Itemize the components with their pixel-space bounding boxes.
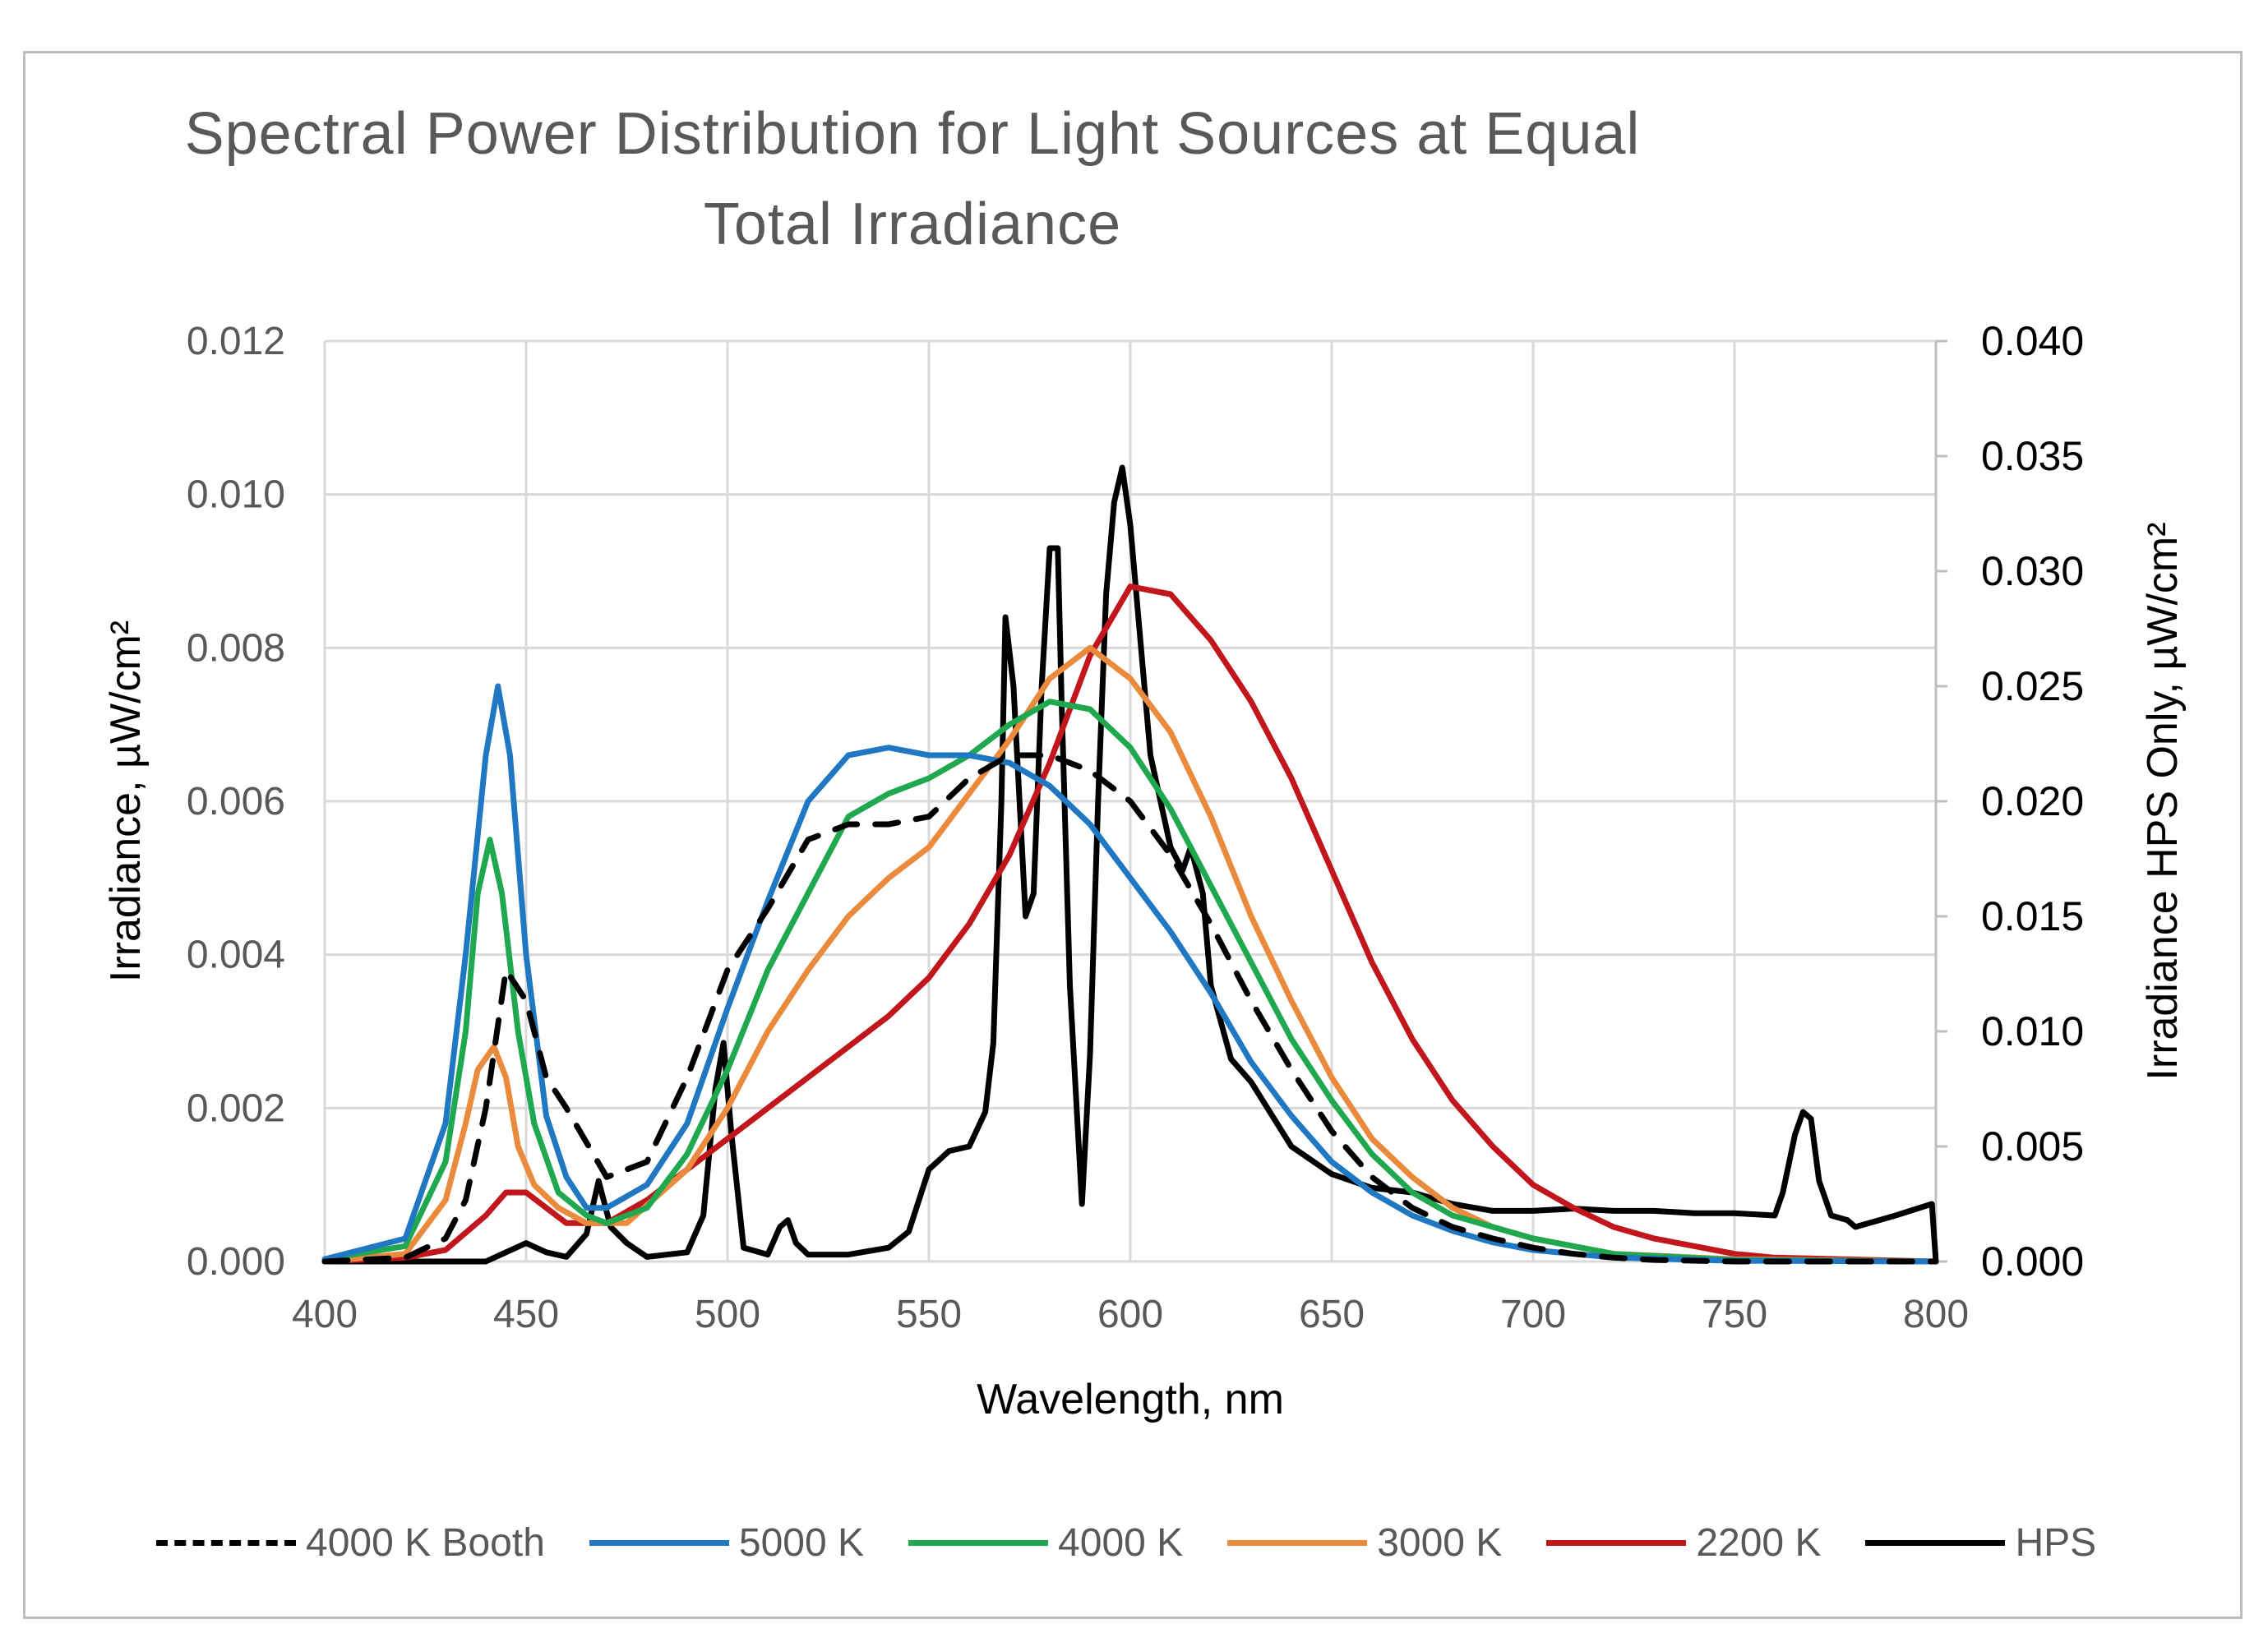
- chart-title: Spectral Power Distribution for Light So…: [49, 89, 1776, 270]
- tick-labels: 400 450 500 550 600 650 700 750 800 0.000 0.002 0.0…: [187, 318, 2084, 1336]
- y-tick-label: 0.010: [187, 473, 285, 517]
- legend-swatch: [156, 1539, 296, 1546]
- series-line-5000-k: [321, 683, 1939, 1265]
- y2-tick-label: 0.040: [1981, 318, 2084, 364]
- chart-frame: [23, 51, 2243, 1619]
- series-layer: [321, 464, 1939, 1265]
- legend-item: 3000 K: [1227, 1520, 1502, 1566]
- legend-label: 2200 K: [1696, 1520, 1822, 1565]
- y2-tick-label: 0.000: [1981, 1238, 2084, 1285]
- legend-swatch: [1865, 1539, 2006, 1546]
- legend: 4000 K Booth 5000 K 4000 K 3000 K 2200 K HPS: [156, 1514, 2129, 1571]
- legend-label: 4000 K: [1058, 1520, 1184, 1565]
- y2-tick-label: 0.010: [1981, 1008, 2084, 1054]
- y-tick-label: 0.012: [187, 320, 285, 363]
- legend-item: 4000 K Booth: [156, 1520, 545, 1566]
- x-axis-label: Wavelength, nm: [977, 1376, 1284, 1423]
- legend-item: HPS: [1865, 1520, 2096, 1566]
- y-tick-label: 0.008: [187, 626, 285, 670]
- y2-tick-label: 0.005: [1981, 1123, 2084, 1169]
- series-line-3000-k: [321, 644, 1939, 1265]
- x-tick-label: 450: [493, 1293, 559, 1336]
- legend-item: 5000 K: [589, 1520, 864, 1566]
- grid: [323, 339, 1947, 1263]
- legend-label: 3000 K: [1377, 1520, 1503, 1565]
- series-line-4000-k: [321, 699, 1939, 1265]
- legend-item: 4000 K: [908, 1520, 1183, 1566]
- y2-tick-label: 0.020: [1981, 778, 2084, 824]
- chart-title-line2: Total Irradiance: [703, 191, 1122, 257]
- legend-swatch: [1227, 1539, 1368, 1546]
- y-tick-label: 0.006: [187, 780, 285, 823]
- legend-label: 4000 K Booth: [306, 1520, 545, 1565]
- series-line-2200-k: [321, 583, 1939, 1265]
- legend-swatch: [1546, 1539, 1687, 1546]
- series-line-4000-k-booth: [321, 752, 1939, 1265]
- y2-tick-label: 0.030: [1981, 548, 2084, 594]
- y-axis-label: Irradiance, µW/cm²: [102, 620, 150, 982]
- y-tick-label: 0.000: [187, 1240, 285, 1284]
- x-tick-label: 400: [292, 1293, 358, 1336]
- x-tick-label: 600: [1097, 1293, 1163, 1336]
- x-tick-label: 700: [1500, 1293, 1566, 1336]
- legend-label: HPS: [2015, 1520, 2097, 1565]
- x-tick-label: 650: [1299, 1293, 1365, 1336]
- legend-swatch: [589, 1539, 729, 1546]
- y2-tick-label: 0.035: [1981, 433, 2084, 479]
- x-tick-label: 750: [1702, 1293, 1767, 1336]
- x-tick-label: 550: [896, 1293, 962, 1336]
- y-tick-label: 0.004: [187, 934, 285, 977]
- legend-swatch: [908, 1539, 1049, 1546]
- legend-item: 2200 K: [1546, 1520, 1821, 1566]
- y2-axis-label: Irradiance HPS Only, µW/cm²: [2139, 522, 2187, 1080]
- x-tick-label: 800: [1903, 1293, 1969, 1336]
- legend-label: 5000 K: [738, 1520, 865, 1565]
- x-tick-label: 500: [695, 1293, 760, 1336]
- y-tick-label: 0.002: [187, 1086, 285, 1130]
- y2-tick-label: 0.015: [1981, 893, 2084, 939]
- chart-title-line1: Spectral Power Distribution for Light So…: [184, 101, 1641, 167]
- series-line-hps: [321, 464, 1939, 1265]
- y2-tick-label: 0.025: [1981, 663, 2084, 709]
